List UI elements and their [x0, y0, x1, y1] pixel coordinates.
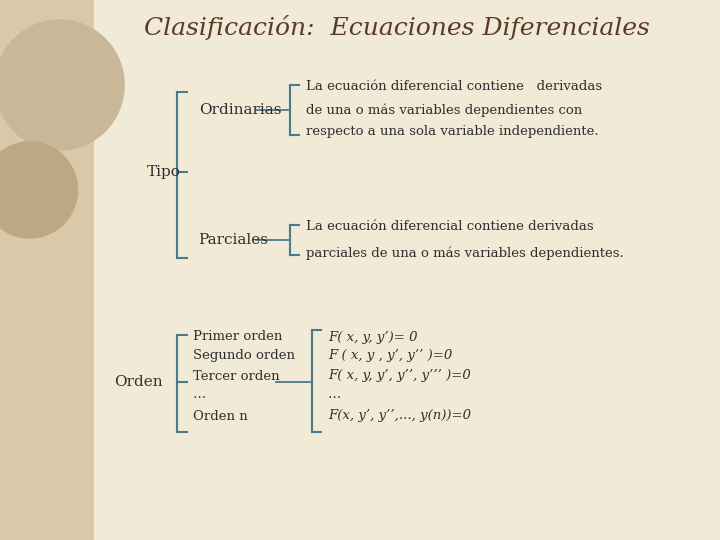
Text: La ecuación diferencial contiene derivadas: La ecuación diferencial contiene derivad…: [306, 220, 593, 233]
Text: parciales de una o más variables dependientes.: parciales de una o más variables dependi…: [306, 246, 624, 260]
Circle shape: [0, 20, 124, 150]
Text: F(x, y’, y’’,..., y(n))=0: F(x, y’, y’’,..., y(n))=0: [328, 409, 471, 422]
Text: F ( x, y , y’, y’’ )=0: F ( x, y , y’, y’’ )=0: [328, 349, 452, 362]
Text: F( x, y, y’)= 0: F( x, y, y’)= 0: [328, 330, 417, 343]
Text: Tercer orden: Tercer orden: [193, 369, 279, 382]
Text: respecto a una sola variable independiente.: respecto a una sola variable independien…: [306, 125, 598, 138]
Text: Parciales: Parciales: [199, 233, 269, 247]
Text: Ordinarias: Ordinarias: [199, 103, 281, 117]
Text: Segundo orden: Segundo orden: [193, 349, 294, 362]
Circle shape: [0, 142, 78, 238]
Text: Tipo: Tipo: [147, 165, 181, 179]
Text: de una o más variables dependientes con: de una o más variables dependientes con: [306, 103, 582, 117]
Text: F( x, y, y’, y’’, y’’’ )=0: F( x, y, y’, y’’, y’’’ )=0: [328, 369, 470, 382]
Text: …: …: [328, 388, 341, 402]
Text: Orden: Orden: [114, 375, 163, 389]
Text: Primer orden: Primer orden: [193, 330, 282, 343]
Text: …: …: [193, 388, 206, 402]
Text: Orden n: Orden n: [193, 409, 248, 422]
Text: La ecuación diferencial contiene   derivadas: La ecuación diferencial contiene derivad…: [306, 80, 602, 93]
Text: Clasificación:  Ecuaciones Diferenciales: Clasificación: Ecuaciones Diferenciales: [144, 16, 650, 40]
Bar: [0, 0, 94, 540]
